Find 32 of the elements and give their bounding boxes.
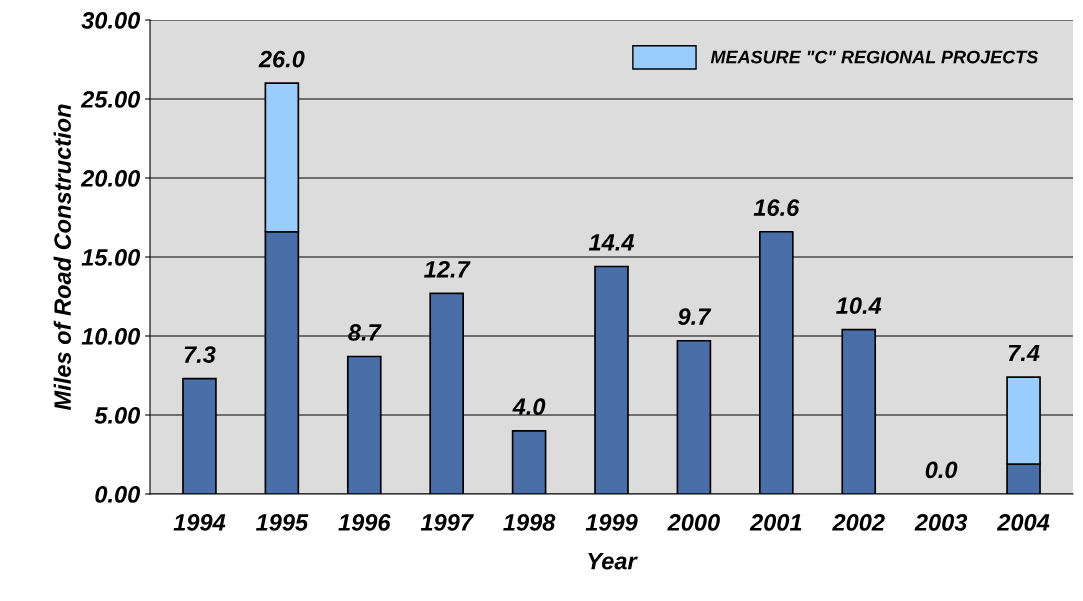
x-tick-label: 1994: [173, 514, 226, 531]
total-label: 16.6: [753, 199, 800, 216]
total-label: 9.7: [678, 308, 712, 326]
legend-label: MEASURE "C" REGIONAL PROJECTS: [710, 50, 1039, 64]
y-tick-label: 10.00: [81, 328, 141, 345]
x-tick-label: 1995: [255, 514, 309, 531]
x-tick-label: 1996: [338, 514, 391, 531]
y-tick-label: 5.00: [94, 407, 141, 424]
y-tick-label: 30.00: [81, 12, 141, 29]
x-axis-title: Year: [588, 552, 638, 570]
total-label: 26.0: [258, 50, 305, 68]
y-tick-label: 20.00: [80, 170, 141, 187]
x-tick-label: 2000: [667, 514, 720, 531]
y-tick-label: 25.00: [80, 91, 141, 108]
total-label: 7.4: [1008, 344, 1040, 362]
total-label: 4.0: [512, 398, 546, 416]
x-tick-label: 2004: [996, 514, 1050, 531]
x-tick-label: 1998: [503, 514, 556, 531]
x-tick-label: 1997: [420, 514, 474, 531]
x-tick-label: 2003: [914, 514, 968, 531]
y-tick-label: 15.00: [81, 249, 141, 266]
total-label: 14.4: [588, 234, 635, 251]
total-label: 7.3: [184, 346, 216, 363]
x-tick-label: 2002: [832, 514, 885, 531]
x-tick-label: 2001: [749, 514, 802, 531]
x-tick-label: 1999: [585, 514, 638, 531]
y-axis-title: Miles of Road Construction: [53, 104, 71, 411]
total-label: 0.0: [925, 461, 958, 479]
total-label: 12.7: [424, 260, 471, 278]
y-tick-label: 0.00: [95, 486, 141, 503]
total-label: 10.4: [836, 297, 882, 314]
total-label: 8.7: [348, 324, 382, 341]
